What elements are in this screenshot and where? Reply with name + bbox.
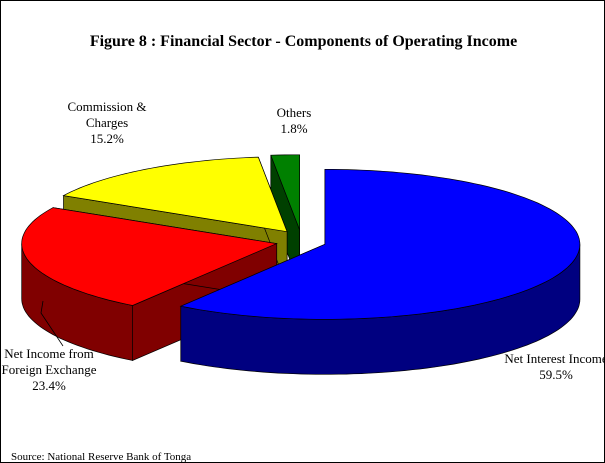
slice-name: Commission & Charges: [67, 99, 147, 130]
data-label: Others 1.8%: [259, 105, 329, 137]
leader-line: [40, 300, 64, 347]
slice-value: 1.8%: [280, 121, 308, 136]
slice-name: Net Income from Foreign Exchange: [1, 346, 97, 377]
pie-slice: [21, 207, 278, 306]
slice-name: Others: [276, 105, 312, 120]
pie-slice: [62, 156, 288, 233]
slice-name: Net Interest Income: [504, 351, 605, 366]
source-note: Source: National Reserve Bank of Tonga: [11, 451, 192, 463]
chart-title: Figure 8 : Financial Sector - Components…: [89, 33, 518, 50]
slice-value: 59.5%: [539, 367, 573, 382]
slice-value: 15.2%: [90, 131, 124, 146]
data-label: Net Income from Foreign Exchange 23.4%: [1, 346, 99, 394]
data-label: Commission & Charges 15.2%: [47, 99, 167, 147]
data-label: Net Interest Income 59.5%: [501, 351, 605, 383]
pie-slice: [179, 168, 581, 320]
pie-slice: [270, 154, 300, 230]
slice-value: 23.4%: [32, 378, 66, 393]
